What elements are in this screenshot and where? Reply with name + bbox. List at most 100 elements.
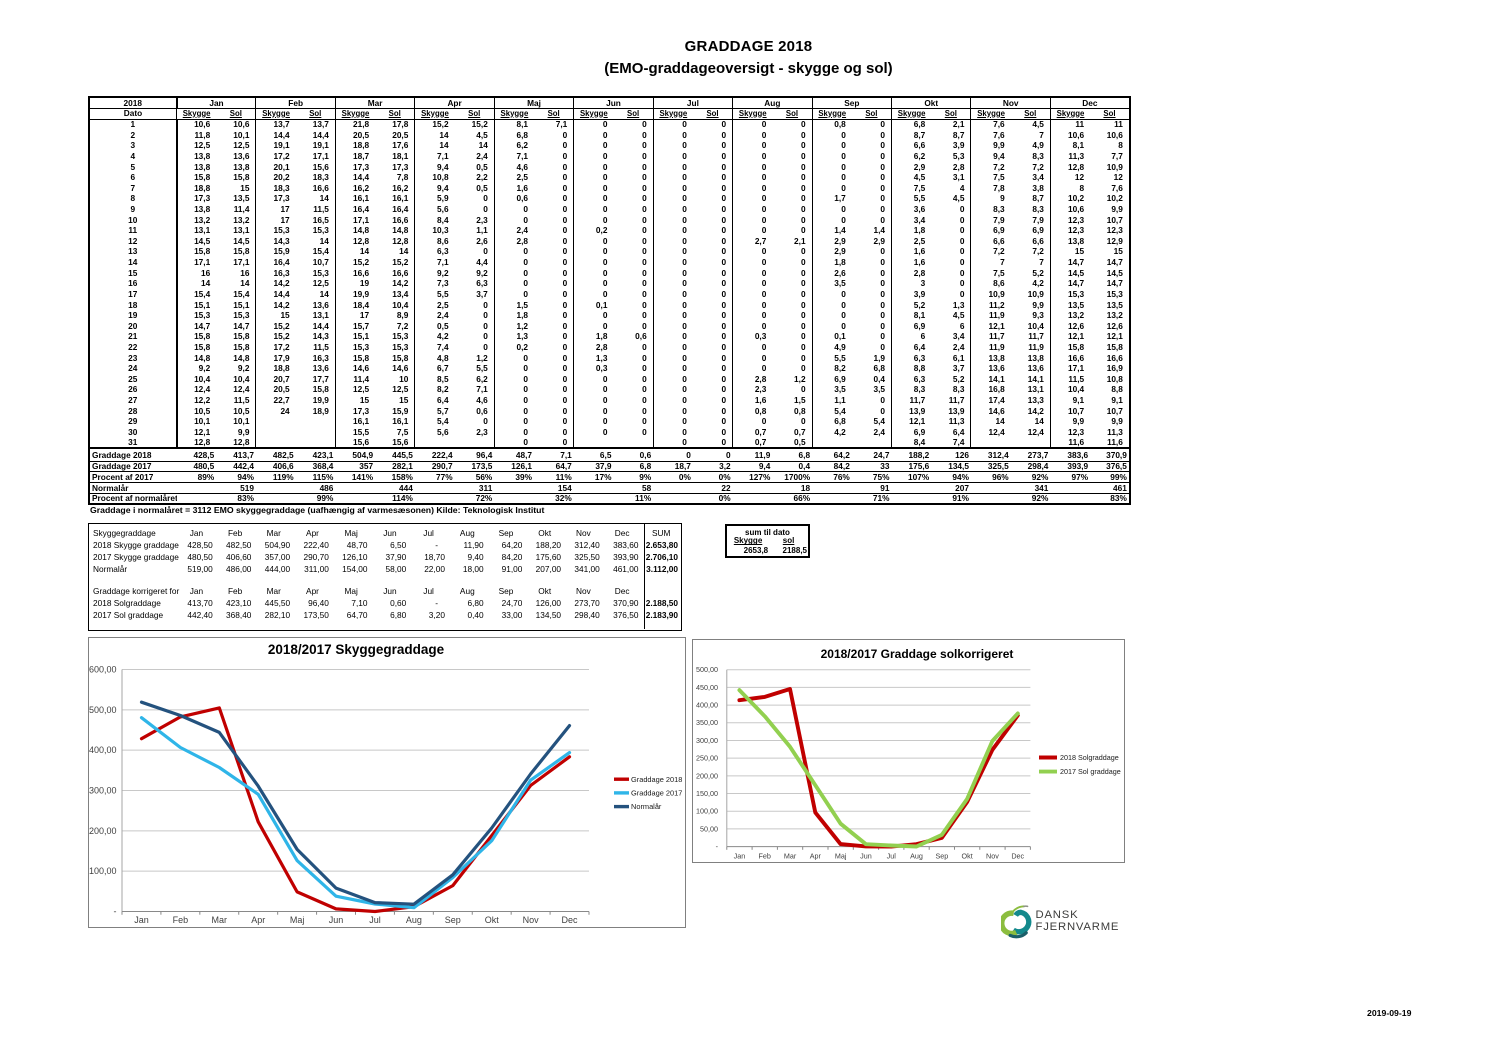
value-cell: 6,9 [1032, 225, 1044, 236]
value-cell: 16,4 [392, 204, 409, 215]
summary-value: 24,7 [851, 446, 892, 462]
skyggegraddage-line-chart: - 100,00 200,00 300,00 400,00 500,00 600,00 Jan… [89, 665, 682, 925]
value-cell: 14 [175, 278, 217, 289]
value-cell: 8,2 [414, 384, 455, 395]
value-cell: 18,4 [334, 299, 376, 310]
value-cell: 9,2 [175, 363, 217, 374]
value-cell: 10,4 [175, 373, 217, 385]
value-cell: 0 [642, 225, 647, 236]
value-cell [296, 416, 336, 427]
month-col-header: Okt [538, 586, 552, 597]
skygge-header: Skygge [255, 108, 296, 120]
month-value: 33,00 [501, 610, 523, 621]
summary-value: 423,1 [295, 446, 336, 462]
value-cell: 0 [800, 363, 806, 374]
value-cell: 1,4 [873, 225, 886, 236]
day-row: 12 14,5 14,5 14,3 14 12,8 12,8 8,6 2,6 2,8 0 0 0 0 0 2,… [89, 235, 1130, 247]
skygge-header: Skygge [970, 108, 1011, 120]
day-row: 26 12,4 12,4 20,5 15,8 12,5 12,5 8,2 7,1 0 0 0 0 0 0 2,… [89, 384, 1130, 395]
value-cell: 0 [880, 182, 886, 193]
value-cell: 0 [811, 161, 852, 173]
value-cell: 0 [880, 161, 886, 172]
value-cell: 17,4 [970, 394, 1011, 406]
x-tick-label: Dec [1011, 852, 1024, 861]
logo-swirl-icon [1001, 905, 1032, 939]
value-cell: 12 [1049, 172, 1091, 183]
value-cell: 14,7 [175, 320, 217, 332]
value-cell: 20,5 [392, 129, 409, 140]
value-cell: 6,9 [891, 426, 932, 438]
value-cell: 12,1 [1049, 331, 1091, 342]
value-cell: 12,5 [334, 384, 376, 395]
summary-value: 0% [653, 492, 733, 504]
value-cell: 14,2 [392, 278, 409, 289]
value-cell: 1,1 [476, 225, 488, 236]
value-cell: 15,8 [175, 331, 217, 342]
day-row: 31 12,8 12,8 15,6 15,6 0 0 0 0 0,7 0,5 8,4 7,4 11,6 11… [89, 437, 1130, 448]
x-tick-label: Okt [485, 915, 500, 925]
value-cell: 0 [721, 320, 727, 331]
value-cell: 0 [573, 150, 614, 162]
value-cell: 16,9 [1106, 363, 1123, 374]
day-number: 12 [128, 235, 138, 246]
month-value: 290,70 [303, 551, 329, 562]
summary-value: 207 [891, 481, 971, 494]
value-cell: 0 [652, 309, 693, 321]
value-cell: 13,8 [233, 161, 250, 172]
skygge-header: Skygge [1049, 108, 1091, 120]
value-cell: 8,3 [1032, 150, 1044, 161]
value-cell: 17,6 [392, 140, 409, 151]
month-value: 312,40 [574, 540, 600, 551]
value-cell: 0 [562, 288, 568, 299]
value-cell: 12,2 [175, 394, 217, 406]
value-cell: 0 [562, 363, 568, 374]
value-cell: 2,5 [891, 235, 932, 247]
date-header: Dato [89, 108, 177, 120]
sol-header: Sol [375, 108, 415, 120]
value-cell: 8,8 [1111, 384, 1123, 395]
month-value: 126,00 [535, 598, 562, 609]
day-row: 4 13,8 13,6 17,2 17,1 18,7 18,1 7,1 2,4 7,1 0 0 0 0 0 0… [89, 150, 1130, 162]
summary-data-row: Normalår 519,00 486,00 444,00 311,00 154,00 58… [89, 563, 681, 575]
value-cell: 10,4 [392, 299, 409, 310]
value-cell: 13,6 [233, 150, 250, 161]
chart-sol-title: 2018/2017 Graddage solkorrigeret [820, 647, 1014, 661]
value-cell: 16 [240, 267, 250, 278]
summary-value: 127% [732, 471, 773, 483]
value-cell [296, 437, 336, 448]
day-row: 9 13,8 11,4 17 11,5 16,4 16,4 5,6 0 0 0 0 0 0 0 0 0 0 0 3,6… [89, 203, 1130, 215]
summary-value: 370,9 [1090, 446, 1130, 462]
value-cell: 5,5 [891, 193, 932, 204]
value-cell: 8,6 [970, 278, 1011, 289]
value-cell: 5,7 [414, 405, 455, 417]
month-value: 24,70 [501, 598, 523, 609]
summary-row: Graddage 2017 480,5 442,4 406,6 368,4 357 282,… [89, 460, 1130, 472]
value-cell: 0 [642, 267, 647, 278]
summary-value: 0% [692, 471, 733, 483]
summary-value: 9% [613, 471, 654, 483]
value-cell: 14,4 [334, 172, 376, 183]
summary-value: 71% [812, 492, 892, 504]
month-col-header: Maj [344, 586, 358, 597]
day-number: 8 [130, 193, 136, 204]
value-cell: 6,9 [811, 373, 852, 385]
value-cell: 0 [642, 426, 647, 437]
day-row: 18 15,1 15,1 14,2 13,6 18,4 10,4 2,5 0 1,5 0 0,1 0 0 0… [89, 299, 1130, 310]
value-cell: 0 [652, 193, 693, 204]
sol-header: Sol [772, 108, 813, 120]
value-cell: 0 [800, 331, 806, 342]
month-header-dec: Dec [1049, 97, 1130, 109]
value-cell: 10,1 [233, 416, 250, 427]
value-cell: 10,9 [1106, 161, 1123, 172]
value-cell: 0 [493, 426, 535, 438]
value-cell: 5,2 [891, 299, 932, 310]
value-cell: 13,8 [175, 161, 217, 173]
month-col-header: Apr [306, 586, 319, 597]
value-cell: 15,1 [334, 331, 376, 342]
value-cell: 14 [240, 278, 250, 289]
value-cell: 18,3 [312, 172, 329, 183]
month-value: 368,40 [226, 610, 252, 621]
month-value: 311,00 [304, 563, 329, 574]
value-cell: 15,4 [175, 288, 217, 300]
value-cell: 12,4 [1027, 426, 1044, 437]
